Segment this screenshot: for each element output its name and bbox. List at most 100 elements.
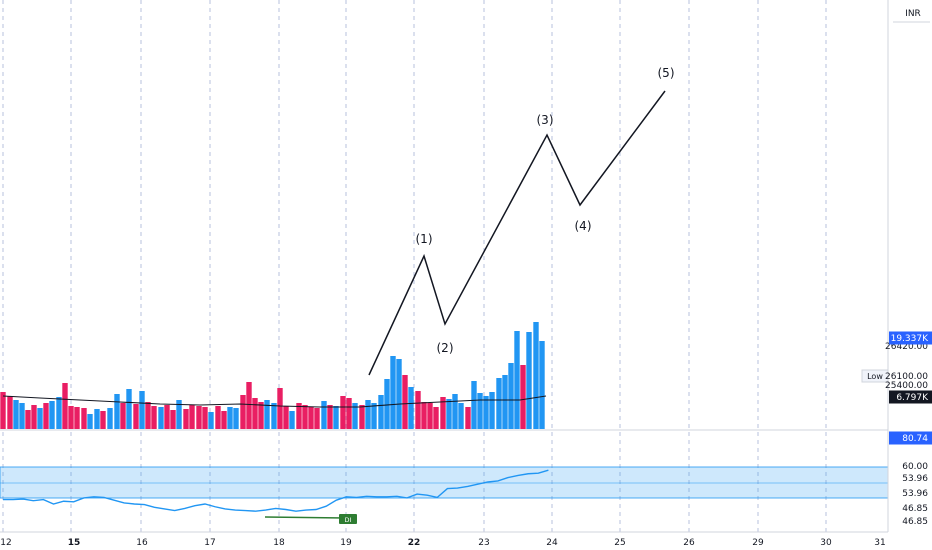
volume-bar: [289, 411, 295, 429]
volume-bar: [427, 403, 433, 429]
price-axis-bg: [888, 0, 932, 550]
volume-bar: [258, 402, 264, 429]
rsi-tick-bg: [889, 488, 932, 498]
rsi-divergence-badge-text: DI: [345, 516, 352, 524]
volume-bar: [533, 322, 539, 429]
volume-bar: [145, 402, 151, 429]
volume-bar: [176, 400, 182, 429]
volume-bar: [402, 375, 408, 429]
elliott-wave-label: (5): [658, 66, 675, 80]
volume-bar: [126, 389, 132, 429]
volume-bar: [19, 403, 25, 429]
volume-bar: [346, 398, 352, 429]
volume-bar: [352, 403, 358, 429]
volume-bar: [440, 397, 446, 429]
elliott-wave-drawing[interactable]: (1) (2) (3) (4) (5): [368, 66, 675, 376]
date-tick-label: 12: [0, 538, 11, 548]
volume-bar: [283, 406, 289, 429]
volume-bar: [233, 408, 239, 429]
volume-bar: [87, 414, 93, 429]
rsi-tag-text: 80.74: [902, 434, 928, 444]
volume-bar: [107, 408, 113, 429]
volume-bar: [433, 407, 439, 429]
volume-bar: [114, 394, 120, 429]
volume-bar: [139, 391, 145, 429]
volume-bar: [502, 375, 508, 429]
volume-bar: [365, 400, 371, 429]
volume-bar: [74, 407, 80, 429]
volume-bar: [489, 392, 495, 429]
volume-bar: [384, 379, 390, 429]
volume-bar: [133, 404, 139, 429]
rsi-tag: [889, 431, 932, 445]
volume-series: [0, 322, 547, 429]
volume-bar: [37, 408, 43, 429]
volume-bar: [183, 409, 189, 429]
date-tick-label: 29: [752, 538, 764, 548]
volume-bar: [151, 406, 157, 429]
volume-bar: [526, 332, 532, 429]
volume-bar: [7, 396, 13, 429]
volume-bar: [31, 405, 37, 429]
volume-bar: [321, 401, 327, 429]
rsi-divergence-line: [264, 516, 346, 519]
volume-bar: [296, 403, 302, 429]
volume-bar: [189, 405, 195, 429]
volume-bar: [170, 410, 176, 429]
elliott-wave-label: (2): [437, 341, 454, 355]
rsi-tick-label: 60.00: [902, 462, 928, 472]
date-tick-label: 22: [408, 538, 421, 548]
volume-bar: [520, 365, 526, 429]
volume-bar: [100, 411, 106, 429]
volume-bar: [277, 388, 283, 429]
volume-bar: [396, 359, 402, 429]
volume-bar: [208, 412, 214, 429]
date-tick-label: 18: [273, 538, 285, 548]
volume-bar: [333, 406, 339, 429]
volume-bar: [164, 405, 170, 429]
elliott-wave-label: (1): [416, 232, 433, 246]
rsi-line: [3, 469, 549, 512]
date-tick-label: 24: [546, 538, 558, 548]
volume-tag: [889, 331, 932, 345]
volume-bar: [81, 408, 87, 429]
volume-bar: [158, 407, 164, 429]
volume-bar: [302, 405, 308, 429]
rsi-tick-label: 53.96: [902, 474, 928, 484]
volume-bar: [49, 401, 55, 429]
date-tick-label: 31: [874, 538, 885, 548]
low-price-tag-text: 26100.00: [885, 372, 928, 382]
volume-bar: [308, 407, 314, 429]
volume-bar: [240, 395, 246, 429]
date-tick-label: 26: [683, 538, 695, 548]
elliott-wave-label: (4): [575, 219, 592, 233]
volume-tag-text: 19.337K: [891, 334, 929, 344]
volume-bar: [539, 341, 545, 429]
volume-bar: [408, 387, 414, 429]
time-axis[interactable]: 12 15 16 17 18 19 22 23 24 25 26 29 30 31: [0, 531, 932, 550]
rsi-tick-bg: [889, 461, 932, 471]
volume-bar: [314, 408, 320, 429]
volume-bar: [390, 356, 396, 429]
date-tick-label: 17: [204, 538, 215, 548]
date-tick-label: 23: [478, 538, 489, 548]
volume-tick-fragment: 25400.00: [885, 381, 928, 391]
date-tick-label: 15: [68, 538, 81, 548]
rsi-tick-label: 46.85: [902, 504, 928, 514]
volume-bar: [13, 400, 19, 429]
volume-bar: [471, 381, 477, 429]
price-axis[interactable]: INR26000.0026400.0026800.0027200.0027600…: [861, 0, 932, 550]
rsi-band: [0, 466, 889, 499]
volume-bar: [43, 403, 49, 429]
volume-bar: [252, 398, 258, 429]
volume-bar: [483, 396, 489, 429]
volume-bar: [246, 382, 252, 429]
volume-ma-tag-text: 6.797K: [896, 393, 929, 403]
volume-bar: [120, 403, 126, 429]
volume-bar: [94, 409, 100, 429]
elliott-wave-path: [368, 90, 666, 376]
volume-bar: [227, 407, 233, 429]
volume-bar: [458, 403, 464, 429]
volume-bar: [25, 410, 31, 429]
